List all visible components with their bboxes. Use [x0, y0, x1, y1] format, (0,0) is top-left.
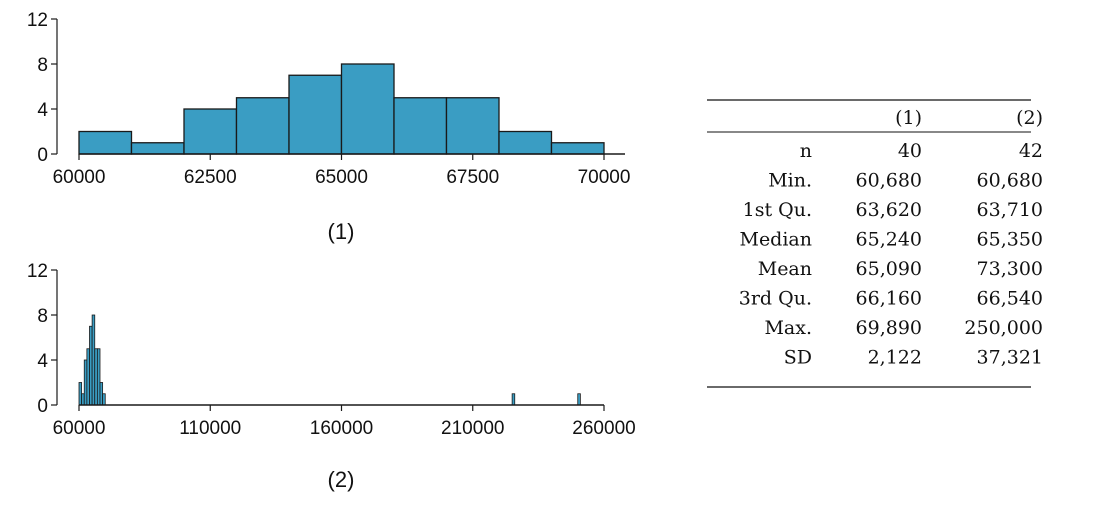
- histogram-bar: [393, 97, 448, 155]
- table-cell: 66,160: [856, 288, 922, 310]
- y-tick-label: 4: [37, 100, 48, 121]
- table-cell: 37,321: [977, 347, 1043, 369]
- table-cell: 250,000: [964, 317, 1043, 339]
- histogram-1: 60000 62500 65000 67500 70000 0 4 8 12 (1): [27, 10, 631, 244]
- table-row-label: Max.: [764, 317, 812, 339]
- table-row-label: n: [800, 140, 812, 162]
- table-cell: 65,090: [856, 258, 922, 280]
- x-tick-label: 67500: [446, 167, 499, 188]
- histogram-bar: [511, 393, 516, 406]
- table-cell: 63,710: [977, 199, 1043, 221]
- x-tick-label: 65000: [315, 167, 368, 188]
- x-tick-label: 60000: [53, 418, 106, 439]
- histogram-bar: [577, 393, 581, 406]
- table-cell: 66,540: [977, 288, 1043, 310]
- histogram-bar: [130, 142, 185, 155]
- table-cell: 60,680: [977, 170, 1043, 192]
- table-cell: 65,350: [977, 229, 1043, 251]
- histogram-2: 60000 110000 160000 210000 260000 0 4 8 12 (2): [27, 261, 636, 492]
- table-row-label: 1st Qu.: [743, 199, 812, 221]
- chart-caption: (2): [328, 467, 355, 492]
- x-tick-label: 160000: [310, 418, 373, 439]
- table-cell: 40: [898, 140, 922, 162]
- table-cell: 69,890: [856, 317, 922, 339]
- histogram-bar: [102, 393, 106, 406]
- y-tick-label: 0: [37, 145, 48, 166]
- table-header: (2): [1016, 107, 1043, 129]
- y-tick-label: 8: [37, 55, 48, 76]
- table-cell: 65,240: [856, 229, 922, 251]
- histogram-bar: [498, 130, 553, 155]
- y-tick-label: 12: [27, 261, 48, 282]
- table-row-label: Min.: [768, 170, 812, 192]
- histogram-bar: [550, 142, 605, 155]
- y-tick-label: 8: [37, 306, 48, 327]
- histogram-bar: [445, 97, 500, 155]
- table-cell: 42: [1019, 140, 1043, 162]
- table-header: (1): [895, 107, 922, 129]
- histogram-bar: [78, 130, 133, 155]
- table-cell: 2,122: [868, 347, 922, 369]
- y-tick-label: 12: [27, 10, 48, 31]
- table-cell: 63,620: [856, 199, 922, 221]
- table-cell: 60,680: [856, 170, 922, 192]
- table-row-label: 3rd Qu.: [739, 288, 812, 310]
- histogram-bar: [340, 63, 395, 155]
- table-cell: 73,300: [977, 258, 1043, 280]
- x-tick-label: 62500: [184, 167, 237, 188]
- chart-caption: (1): [328, 219, 355, 244]
- x-tick-label: 260000: [572, 418, 635, 439]
- y-tick-label: 0: [37, 396, 48, 417]
- histogram-bar: [183, 108, 238, 155]
- table-row-label: Median: [739, 229, 812, 251]
- x-tick-label: 70000: [578, 167, 631, 188]
- histogram-bar: [235, 97, 290, 155]
- x-tick-label: 110000: [179, 418, 241, 439]
- histogram-bar: [288, 74, 343, 155]
- table-row-label: SD: [784, 347, 812, 369]
- table-row-label: Mean: [758, 258, 812, 280]
- y-tick-label: 4: [37, 351, 48, 372]
- x-tick-label: 60000: [53, 167, 106, 188]
- x-tick-label: 210000: [441, 418, 504, 439]
- summary-table: (1) (2) n 40 42 Min. 60,680 60,680 1st Qu. 63,620…: [707, 99, 1043, 388]
